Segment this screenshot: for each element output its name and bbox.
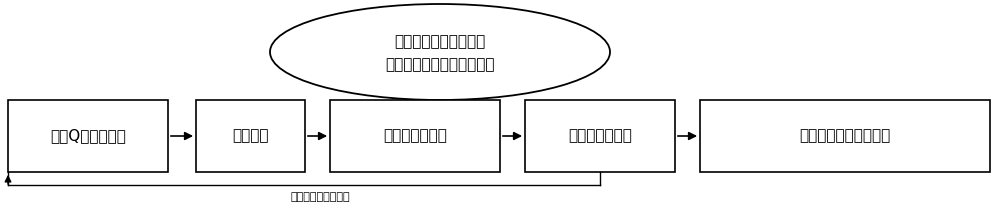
Bar: [525, 100, 675, 172]
Text: 训练支持向量机: 训练支持向量机: [568, 128, 632, 143]
Text: 基于类别可分性判据和: 基于类别可分性判据和: [394, 35, 486, 49]
Text: 样本Q型聚类分析: 样本Q型聚类分析: [50, 128, 126, 143]
Text: 循环构造子样本计集: 循环构造子样本计集: [290, 192, 350, 202]
Bar: [700, 100, 990, 172]
Text: 分成两类: 分成两类: [232, 128, 269, 143]
Bar: [196, 100, 305, 172]
Bar: [8, 100, 168, 172]
Text: 最优核参数选择: 最优核参数选择: [383, 128, 447, 143]
Bar: [330, 100, 500, 172]
Text: 构造层次式模式分类器: 构造层次式模式分类器: [799, 128, 891, 143]
Text: 自适应遗传算法优化核参数: 自适应遗传算法优化核参数: [385, 58, 495, 73]
